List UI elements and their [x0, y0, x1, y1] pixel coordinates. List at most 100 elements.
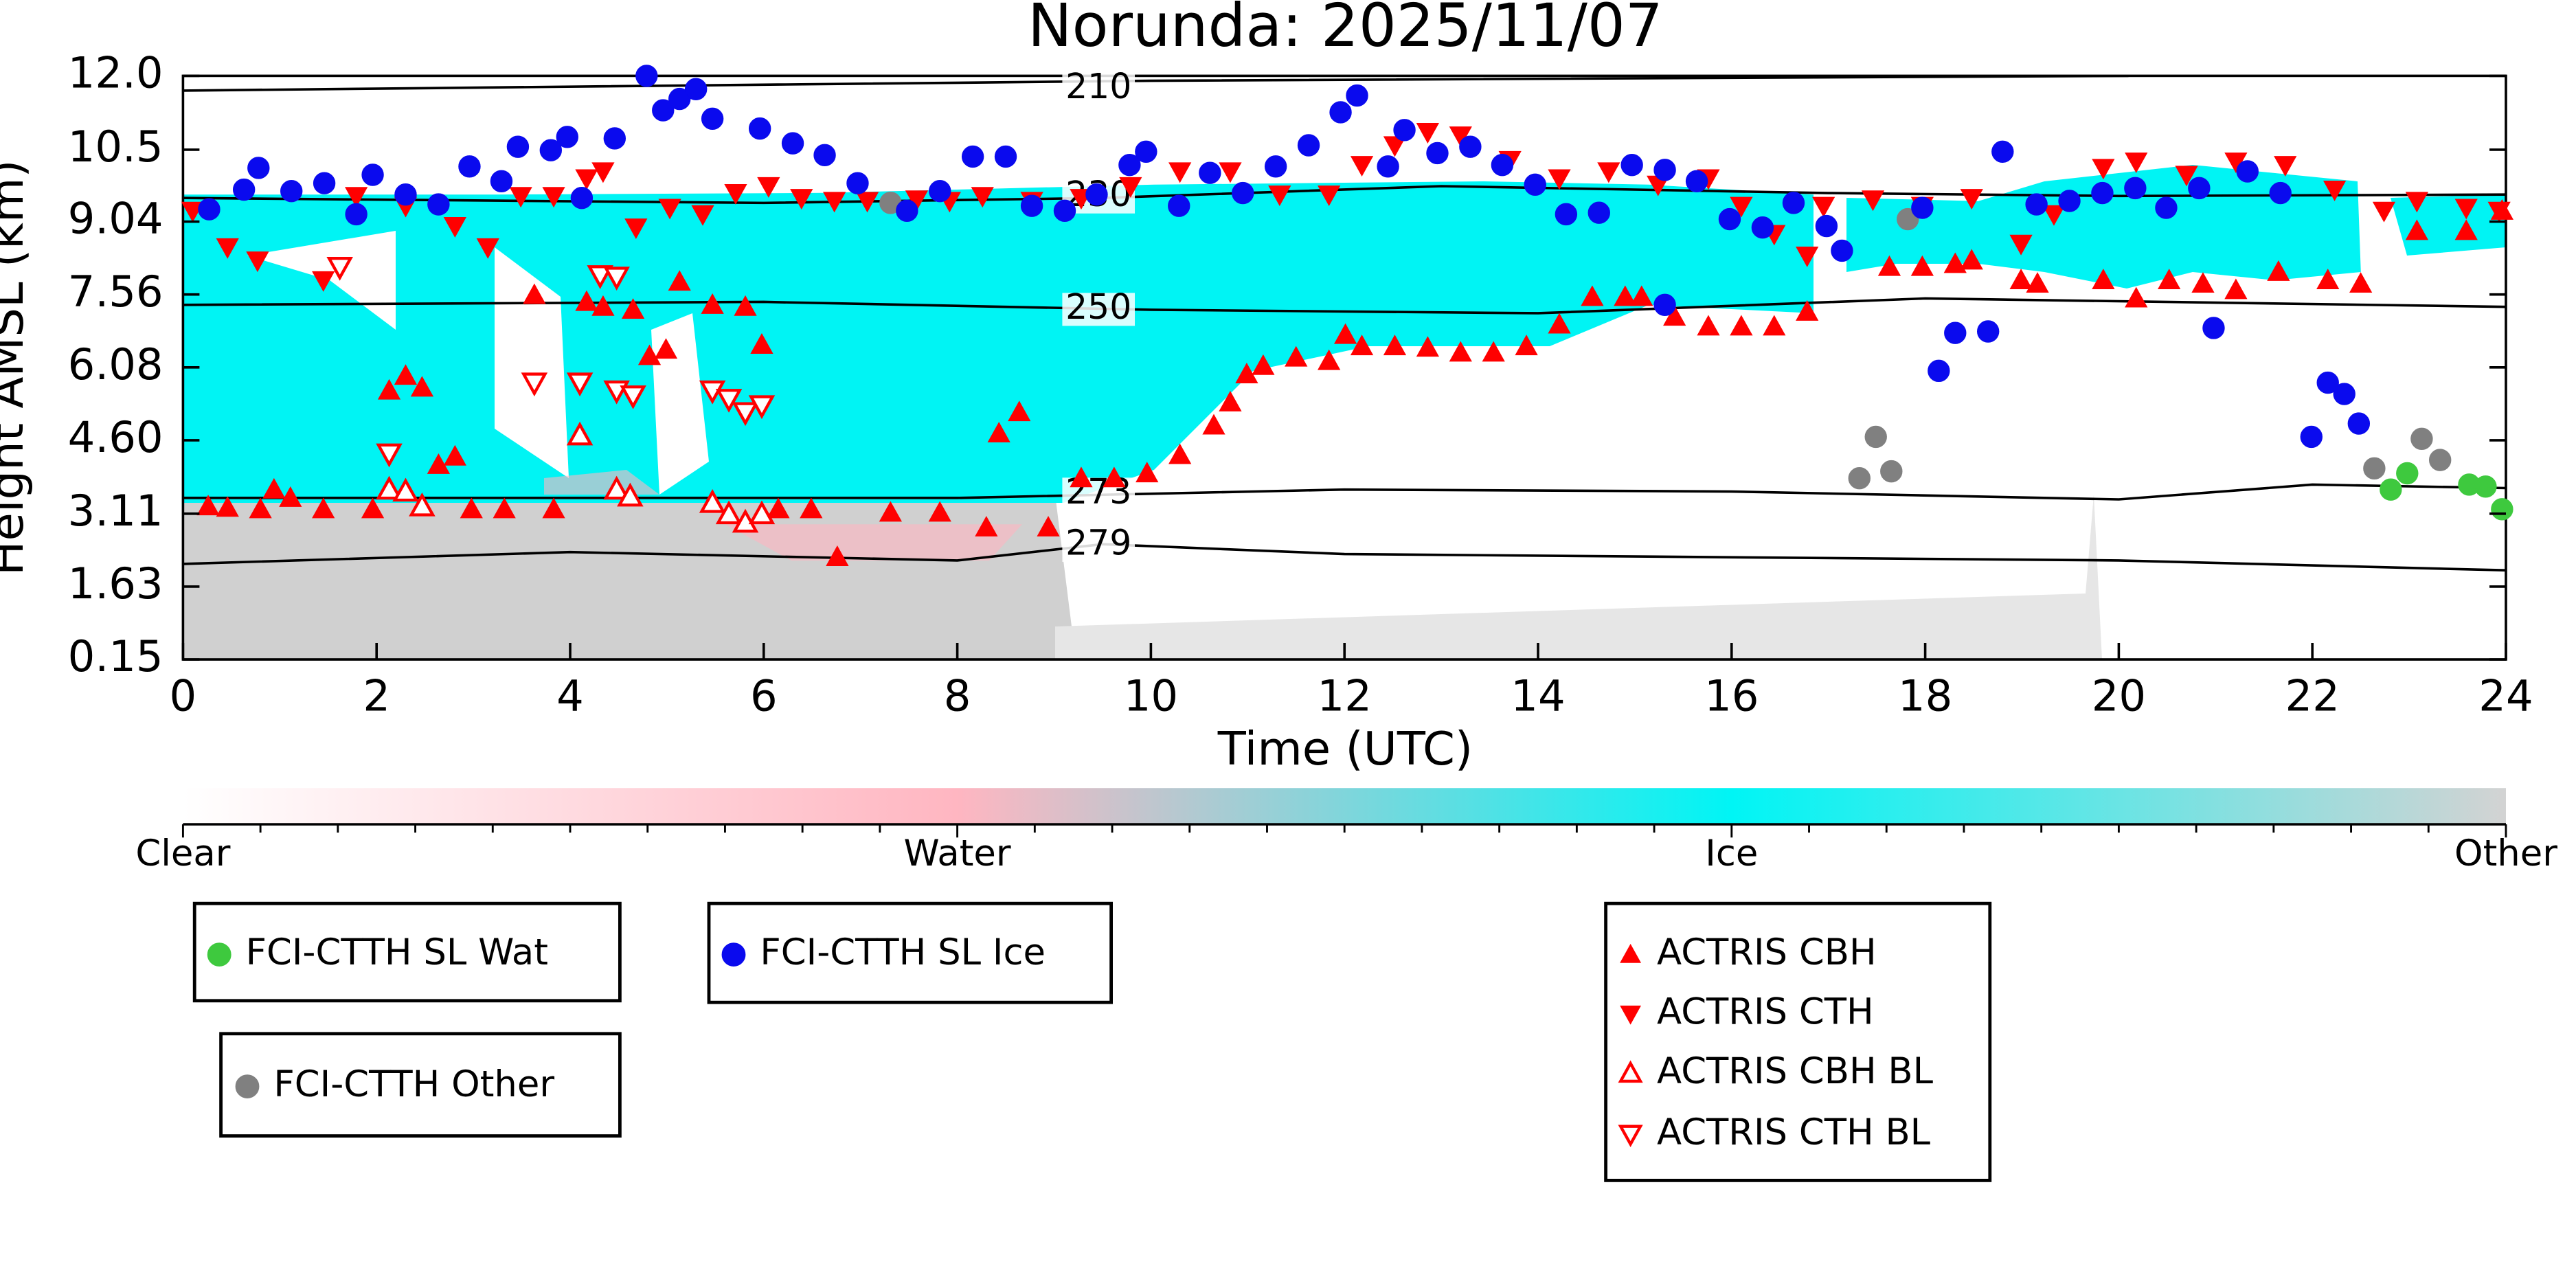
point [2155, 196, 2178, 219]
point [855, 192, 879, 213]
point [748, 395, 776, 420]
point [1285, 346, 1308, 367]
x-axis-label: Time (UTC) [1217, 722, 1473, 776]
point [1008, 400, 1031, 422]
point [1718, 207, 1741, 231]
point [566, 372, 594, 397]
contour-label-bg [1062, 293, 1136, 326]
point [490, 170, 513, 193]
point [2191, 272, 2215, 293]
point [2333, 383, 2355, 405]
legend-marker [235, 1074, 260, 1098]
point [1960, 249, 1983, 270]
point [823, 192, 846, 213]
point [591, 295, 615, 316]
legends: FCI-CTTH SL Wat FCI-CTTH SL Ice FCI-CTTH O… [192, 901, 1992, 1182]
point [620, 385, 646, 409]
point [2300, 425, 2323, 449]
point [826, 545, 849, 566]
point [409, 492, 436, 517]
point [2026, 272, 2049, 293]
point [249, 497, 272, 519]
point [781, 132, 804, 155]
point [658, 199, 681, 220]
point [2347, 412, 2371, 435]
point [410, 376, 434, 397]
point [1346, 84, 1368, 107]
point [929, 179, 951, 203]
x-tick-label: 6 [750, 671, 778, 721]
point [1350, 335, 1374, 356]
legend-box [219, 1032, 622, 1138]
point [1620, 153, 1643, 177]
point [1118, 153, 1141, 177]
point [1848, 466, 1871, 490]
point [1796, 300, 1819, 321]
point [2396, 462, 2419, 485]
point [724, 183, 747, 205]
point [326, 256, 353, 281]
point [232, 178, 256, 201]
point [767, 497, 790, 519]
point [2224, 278, 2248, 300]
point [2202, 317, 2225, 339]
point [313, 172, 336, 194]
legend-marker [1618, 1125, 1643, 1148]
point [1426, 142, 1449, 165]
point [1350, 156, 1374, 177]
point [617, 482, 644, 507]
point [928, 501, 951, 522]
point [1555, 203, 1578, 226]
colorbar-label: Other [2454, 833, 2557, 874]
legend-marker [207, 942, 231, 967]
point [2042, 205, 2066, 226]
point [668, 87, 691, 111]
legend-label: ACTRIS CBH BL [1657, 1050, 1934, 1092]
legend-box [1604, 901, 1992, 1182]
point [2125, 152, 2148, 173]
point [1053, 199, 1076, 223]
point [1168, 162, 1192, 183]
point [748, 117, 771, 140]
point [570, 187, 594, 210]
point [493, 497, 516, 519]
point [476, 238, 499, 259]
point [1928, 359, 1950, 383]
point [542, 187, 565, 208]
point [2323, 180, 2347, 201]
ice-mask [183, 181, 1814, 503]
point [1653, 159, 1676, 181]
point [2405, 219, 2428, 240]
point [1449, 126, 1472, 147]
legend-box [707, 901, 1113, 1004]
point [994, 145, 1017, 168]
contour-label-bg [1062, 72, 1136, 106]
point [654, 338, 678, 359]
point [734, 295, 757, 316]
point [1377, 155, 1399, 178]
colorbar-label: Ice [1705, 833, 1758, 874]
ice-mask-end [2391, 194, 2506, 256]
point [1264, 155, 1287, 178]
legend-label: ACTRIS CBH [1657, 931, 1877, 973]
point [2091, 181, 2114, 205]
point [790, 189, 813, 210]
colorbar [183, 788, 2507, 824]
water-mask [725, 524, 1022, 561]
point [1782, 192, 1805, 214]
clear-gap [247, 231, 396, 330]
point [2487, 201, 2511, 223]
point [1815, 214, 1838, 238]
x-tick-label: 2 [363, 671, 390, 721]
point [621, 298, 645, 319]
point [668, 270, 691, 291]
point [556, 126, 578, 148]
x-tick-label: 24 [2478, 671, 2533, 721]
point [896, 199, 918, 223]
contour-line [183, 76, 2129, 92]
point [1763, 315, 1786, 336]
point [1416, 123, 1439, 144]
y-tick-label: 4.60 [68, 412, 163, 462]
contour-label: 250 [1065, 286, 1131, 327]
